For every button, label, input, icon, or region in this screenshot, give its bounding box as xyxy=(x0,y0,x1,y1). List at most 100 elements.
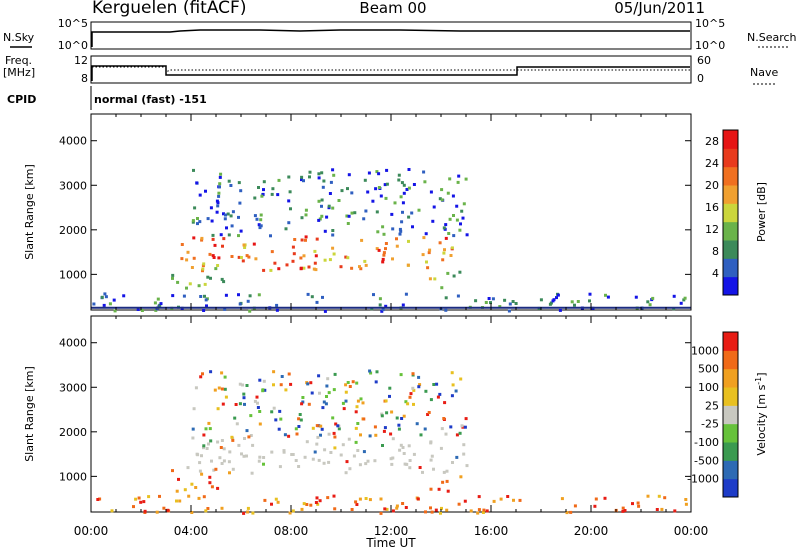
velocity-echo-cell xyxy=(380,412,384,416)
velocity-echo-cell xyxy=(481,511,485,514)
velocity-echo-cell xyxy=(445,469,449,473)
velocity-echo-cell xyxy=(446,489,450,493)
power-echo-cell xyxy=(444,296,448,300)
freq-tick-top: 12 xyxy=(74,54,88,67)
power-echo-cell xyxy=(140,309,144,312)
velocity-echo-cell xyxy=(492,499,496,503)
power-echo-cell xyxy=(672,294,676,298)
velocity-echo-cell xyxy=(380,414,384,418)
colorbar-segment xyxy=(723,130,738,149)
velocity-echo-cell xyxy=(283,433,287,437)
time-axis-labels: 00:00 04:00 08:00 12:00 16:00 20:00 00:00 xyxy=(74,524,709,538)
velocity-echo-cell xyxy=(375,370,379,374)
velocity-echo-cell xyxy=(402,452,406,455)
power-echo-cell xyxy=(223,307,227,311)
power-echo-cell xyxy=(549,301,553,305)
velocity-echo-cell xyxy=(364,497,368,500)
velocity-echo-cell xyxy=(429,487,433,491)
power-echo-cell xyxy=(217,191,221,195)
power-echo-cell xyxy=(346,222,350,225)
power-echo-cell xyxy=(275,303,279,307)
velocity-echo-cell xyxy=(445,479,449,483)
power-yticks: 1000 2000 3000 4000 xyxy=(59,135,691,281)
velocity-echo-cell xyxy=(379,497,383,501)
velocity-echo-cell xyxy=(421,470,424,474)
power-echo-cell xyxy=(328,192,332,195)
velocity-echo-cell xyxy=(315,442,319,446)
power-echo-cell xyxy=(242,243,246,247)
power-echo-cell xyxy=(425,260,428,264)
velocity-echo-cell xyxy=(230,435,234,439)
velocity-echo-cell xyxy=(408,466,412,470)
velocity-echo-cell xyxy=(276,500,280,504)
power-echo-cell xyxy=(405,188,409,191)
freq-trace xyxy=(91,65,690,81)
velocity-echo-cell xyxy=(459,475,463,479)
power-echo-cell xyxy=(440,188,444,192)
velocity-echo-cell xyxy=(289,382,293,386)
velocity-echo-cell xyxy=(332,494,336,498)
power-echo-cell xyxy=(206,217,210,221)
power-echo-cell xyxy=(331,246,335,250)
velocity-echo-cell xyxy=(147,495,151,499)
velocity-echo-cell xyxy=(253,399,257,403)
power-echo-cell xyxy=(487,297,491,300)
velocity-echo-cell xyxy=(434,508,438,512)
velocity-echo-cell xyxy=(317,458,321,462)
power-echo-cell xyxy=(214,267,218,271)
velocity-echo-cell xyxy=(419,433,423,437)
velocity-echo-cell xyxy=(445,508,449,512)
velocity-echo-cell xyxy=(333,372,337,376)
power-echo-cell xyxy=(317,172,321,176)
velocity-echo-cell xyxy=(460,424,464,428)
velocity-echo-cell xyxy=(408,395,412,399)
velocity-echo-cell xyxy=(455,433,459,437)
power-echo-cell xyxy=(201,267,205,271)
power-echo-cell xyxy=(498,305,502,309)
power-echo-cell xyxy=(195,181,199,185)
velocity-echo-cell xyxy=(263,498,267,502)
velocity-echo-cell xyxy=(336,424,340,428)
power-echo-cell xyxy=(588,299,591,303)
power-echo-cell xyxy=(247,255,251,259)
velocity-echo-cell xyxy=(311,457,315,461)
velocity-echo-cell xyxy=(208,481,212,485)
velocity-echo-cell xyxy=(400,417,404,420)
velocity-echo-cell xyxy=(327,432,331,436)
power-echo-cell xyxy=(417,208,421,212)
power-echo-cell xyxy=(113,309,117,313)
power-echo-cell xyxy=(444,223,448,227)
velocity-echo-cell xyxy=(231,467,235,471)
velocity-echo-cell xyxy=(183,488,187,492)
velocity-echo-cell xyxy=(354,410,358,414)
colorbar-segment xyxy=(723,276,738,296)
velocity-echo-cell xyxy=(364,462,368,466)
velocity-echo-cell xyxy=(424,510,427,514)
power-echo-cell xyxy=(372,293,375,297)
velocity-echo-cell xyxy=(397,423,401,427)
power-echo-cell xyxy=(407,239,410,243)
power-echo-cell xyxy=(398,227,402,231)
velocity-echo-cell xyxy=(306,382,310,386)
power-echo-cell xyxy=(308,175,311,179)
power-echo-cell xyxy=(438,241,442,245)
colorbar-segment xyxy=(723,423,738,443)
power-echo-cell xyxy=(182,294,186,298)
power-echo-cell xyxy=(258,226,262,230)
velocity-echo-cell xyxy=(245,384,249,387)
power-echo-cell xyxy=(196,217,199,220)
velocity-echo-cell xyxy=(297,417,301,421)
power-echo-cell xyxy=(312,267,316,271)
velocity-echo-cell xyxy=(411,386,415,390)
velocity-echo-cell xyxy=(362,417,366,421)
velocity-echo-cell xyxy=(247,435,251,439)
power-echo-cell xyxy=(205,304,208,308)
power-echo-cell xyxy=(238,201,242,205)
power-echo-cell xyxy=(185,258,189,262)
velocity-echo-cell xyxy=(202,444,206,448)
power-echo-cell xyxy=(455,218,459,222)
velocity-echo-cell xyxy=(204,427,208,431)
power-echo-cell xyxy=(201,269,204,273)
power-echo-cell xyxy=(375,170,379,174)
power-echo-cell xyxy=(302,254,306,258)
